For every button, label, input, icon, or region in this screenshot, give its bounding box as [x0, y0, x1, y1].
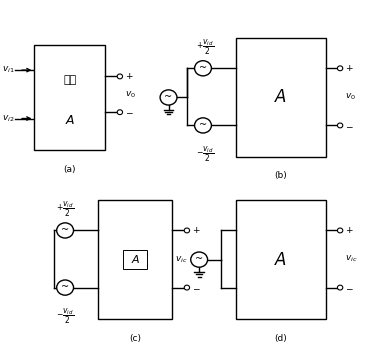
- Text: $-$: $-$: [125, 108, 134, 117]
- Circle shape: [184, 228, 190, 233]
- Text: $v_{ic}$: $v_{ic}$: [175, 254, 188, 265]
- Circle shape: [117, 110, 123, 115]
- Text: $v_0$: $v_0$: [125, 89, 136, 100]
- Text: $+\dfrac{v_{id}}{2}$: $+\dfrac{v_{id}}{2}$: [56, 199, 74, 219]
- Text: A: A: [275, 88, 286, 107]
- Bar: [98, 200, 172, 319]
- Text: A: A: [275, 250, 286, 269]
- Text: $v_0$: $v_0$: [345, 92, 357, 102]
- Text: $-$: $-$: [345, 121, 354, 130]
- Text: ~: ~: [199, 62, 207, 72]
- Text: +: +: [125, 72, 133, 81]
- Circle shape: [57, 280, 74, 295]
- Circle shape: [195, 118, 211, 133]
- Circle shape: [184, 285, 190, 290]
- Text: (a): (a): [64, 165, 76, 174]
- Text: $v_{i1}$: $v_{i1}$: [192, 254, 205, 264]
- Text: $+\dfrac{v_{id}}{2}$: $+\dfrac{v_{id}}{2}$: [195, 37, 214, 57]
- Text: ~: ~: [164, 92, 173, 102]
- Text: ~: ~: [199, 120, 207, 130]
- Text: (c): (c): [129, 334, 141, 343]
- Text: +: +: [345, 226, 353, 235]
- Circle shape: [160, 90, 177, 105]
- Text: $-$: $-$: [345, 283, 354, 292]
- Text: $v_{ic}$: $v_{ic}$: [345, 254, 358, 264]
- Circle shape: [337, 66, 343, 71]
- Text: ~: ~: [61, 282, 69, 292]
- Text: $-$: $-$: [192, 283, 201, 292]
- Text: ~: ~: [61, 225, 69, 235]
- Text: +: +: [192, 226, 200, 235]
- Text: $v_{i1}$: $v_{i1}$: [2, 65, 15, 75]
- Circle shape: [117, 74, 123, 79]
- Circle shape: [195, 61, 211, 76]
- Bar: [236, 200, 326, 319]
- Text: +: +: [345, 64, 353, 73]
- Circle shape: [337, 285, 343, 290]
- Circle shape: [191, 252, 208, 267]
- Circle shape: [337, 123, 343, 128]
- Text: $v_{i2}$: $v_{i2}$: [2, 113, 15, 124]
- Text: (b): (b): [274, 171, 287, 180]
- Text: $-\dfrac{v_{id}}{2}$: $-\dfrac{v_{id}}{2}$: [56, 306, 74, 326]
- Text: A: A: [65, 114, 74, 127]
- Text: ~: ~: [195, 254, 203, 264]
- Text: $-\dfrac{v_{id}}{2}$: $-\dfrac{v_{id}}{2}$: [195, 144, 214, 164]
- Circle shape: [337, 228, 343, 233]
- Bar: [123, 250, 147, 269]
- Text: A: A: [131, 255, 139, 265]
- Bar: [236, 38, 326, 157]
- Bar: [34, 45, 105, 150]
- Text: 差分: 差分: [63, 75, 77, 85]
- Circle shape: [57, 223, 74, 238]
- Text: (d): (d): [274, 334, 287, 343]
